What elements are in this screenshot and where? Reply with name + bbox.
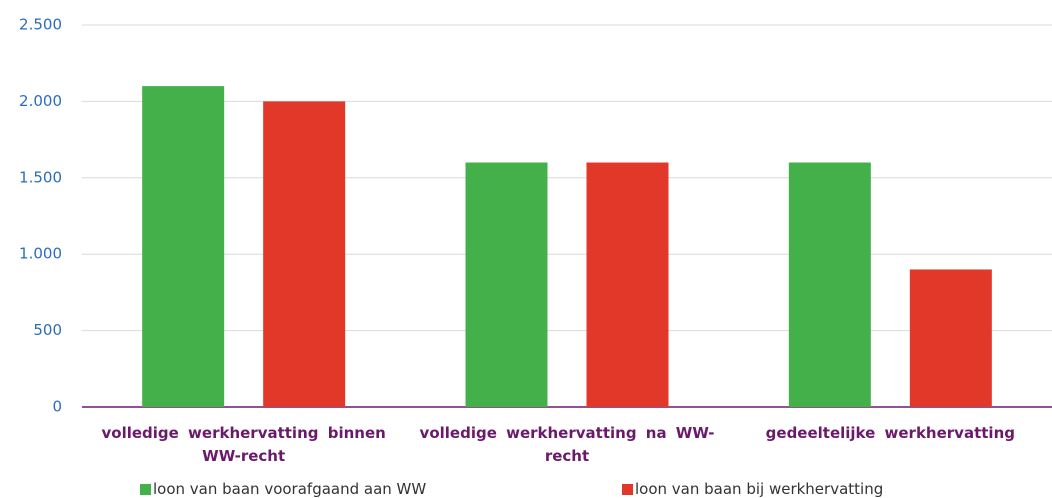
x-tick-label: volledige werkhervatting na WW-recht xyxy=(419,424,715,465)
y-tick-label: 2.500 xyxy=(19,16,62,34)
legend-label: loon van baan voorafgaand aan WW xyxy=(153,480,427,498)
bar xyxy=(788,162,871,407)
legend-swatch xyxy=(140,483,151,495)
bar xyxy=(586,162,669,407)
legend-item: loon van baan bij werkhervatting xyxy=(622,480,883,498)
bar xyxy=(142,86,225,408)
y-tick-label: 1.000 xyxy=(19,245,62,263)
bar xyxy=(465,162,548,407)
x-tick-label: gedeeltelijke werkhervatting xyxy=(765,424,1015,442)
y-tick-label: 2.000 xyxy=(19,92,62,110)
legend-item: loon van baan voorafgaand aan WW xyxy=(140,480,426,498)
x-tick-label: volledige werkhervatting binnen WW-recht xyxy=(101,424,386,465)
bar xyxy=(263,101,346,408)
y-tick-label: 0 xyxy=(52,398,62,416)
y-tick-label: 500 xyxy=(33,321,62,339)
legend-label: loon van baan bij werkhervatting xyxy=(635,480,884,498)
y-tick-label: 1.500 xyxy=(19,168,62,186)
legend-swatch xyxy=(622,483,633,495)
bar xyxy=(909,269,992,407)
